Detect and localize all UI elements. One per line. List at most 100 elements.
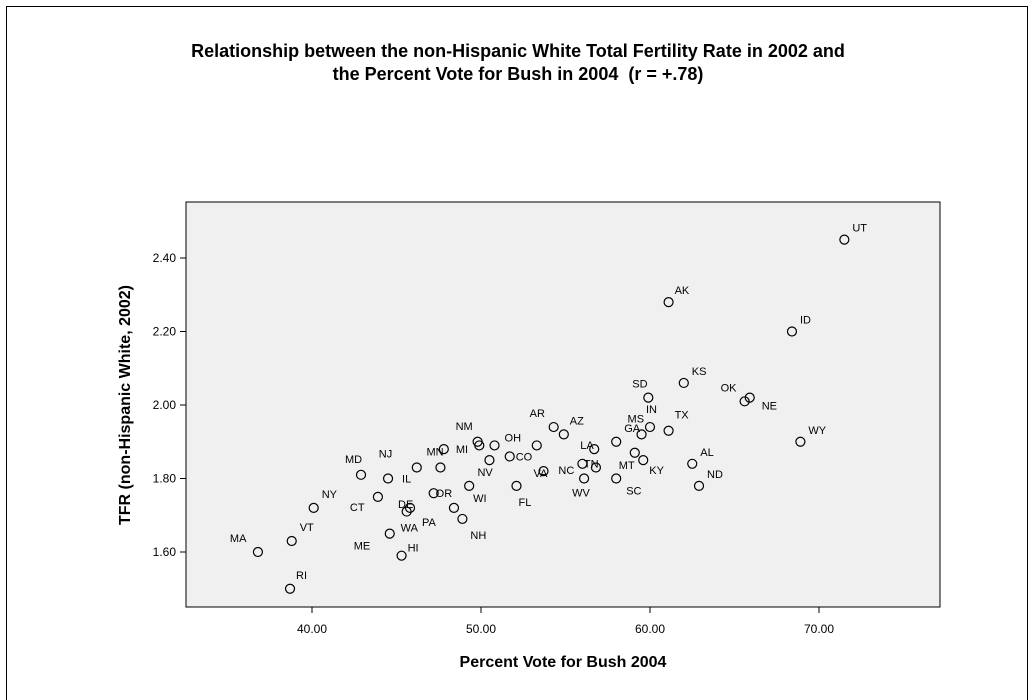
point-label: UT [852, 223, 867, 235]
point-label: TN [584, 458, 599, 470]
point-label: ID [800, 315, 811, 327]
data-point-co [504, 451, 515, 462]
data-point-ri [284, 583, 296, 594]
data-point-me [384, 528, 395, 539]
data-point-ar [548, 421, 559, 433]
plot-area [185, 201, 941, 608]
point-label: KS [692, 366, 707, 378]
point-label: VT [300, 522, 314, 534]
data-point-nd [693, 480, 705, 491]
point-label: CT [350, 502, 365, 514]
data-point-ms [636, 429, 647, 440]
data-point-il [382, 473, 394, 484]
data-point-ct [372, 491, 384, 502]
x-axis: 40.00 50.00 60.00 70.00 [297, 607, 834, 636]
point-label: AR [530, 408, 545, 420]
point-label: IN [646, 404, 657, 416]
data-point-hi [396, 550, 407, 561]
data-point-vt [286, 535, 297, 547]
data-point-pa [448, 502, 460, 513]
point-label: FL [518, 497, 531, 509]
point-label: PA [422, 517, 437, 529]
point-label: WI [473, 493, 486, 505]
point-label: IL [402, 474, 411, 486]
data-point-oh [489, 440, 500, 451]
point-label: GA [624, 423, 641, 435]
data-point-in [644, 421, 656, 433]
point-label: MD [345, 454, 362, 466]
data-point-ia [474, 440, 485, 451]
point-label: LA [580, 440, 594, 452]
point-label: NH [470, 530, 486, 542]
data-point-sd [643, 392, 654, 403]
data-point-al [687, 458, 698, 469]
point-label: MA [230, 533, 247, 545]
data-point-ga [611, 436, 622, 447]
data-point-ma [252, 546, 264, 558]
point-label: NV [477, 467, 493, 479]
data-point-mi [438, 444, 449, 455]
data-point-wy [795, 436, 806, 447]
point-label: HI [408, 543, 419, 555]
data-point-mo [531, 440, 542, 451]
point-label: NC [558, 465, 574, 477]
x-tick-label: 50.00 [466, 622, 496, 636]
data-point-ny [308, 502, 319, 513]
y-tick-label: 2.20 [153, 325, 177, 339]
point-label: ND [707, 469, 723, 481]
point-label: OH [505, 432, 522, 444]
data-point-wv [578, 473, 590, 484]
point-label: SD [632, 379, 647, 391]
data-point-ak [663, 297, 674, 308]
point-label: NY [322, 489, 338, 501]
point-label: NJ [379, 448, 392, 460]
data-point-md [355, 469, 367, 480]
point-label: CO [516, 451, 533, 463]
data-point-tx [663, 425, 674, 436]
data-point-ky [638, 455, 649, 466]
y-tick-label: 1.60 [153, 545, 177, 559]
point-label: AZ [570, 415, 584, 427]
data-point-wa [401, 506, 412, 517]
point-label: NM [456, 421, 473, 433]
y-tick-label: 2.40 [153, 251, 177, 265]
chart-title-line-1: Relationship between the non-Hispanic Wh… [191, 41, 845, 61]
data-point-nh [457, 513, 468, 525]
x-tick-label: 40.00 [297, 622, 327, 636]
point-label: AL [700, 447, 713, 459]
chart-title: Relationship between the non-Hispanic Wh… [0, 40, 1036, 86]
data-point-de [404, 502, 416, 513]
point-label: VA [534, 468, 549, 480]
point-label: KY [649, 465, 664, 477]
point-label: OK [721, 382, 738, 394]
y-axis: 1.60 1.80 2.00 2.20 2.40 [153, 251, 186, 559]
point-label: ME [354, 541, 371, 553]
figure-border [6, 6, 1028, 700]
x-axis-title: Percent Vote for Bush 2004 [460, 654, 667, 671]
data-point-ut [839, 234, 850, 245]
y-axis-title: TFR (non-Hispanic White, 2002) [117, 285, 134, 525]
point-label: MS [628, 413, 645, 425]
point-label: WA [401, 523, 419, 535]
chart-title-line-2: the Percent Vote for Bush in 2004 (r = +… [332, 64, 704, 84]
x-tick-label: 60.00 [635, 622, 665, 636]
point-label: MI [456, 444, 468, 456]
data-point-sc [611, 473, 622, 484]
data-point-ne [744, 392, 755, 403]
y-tick-label: 1.80 [153, 472, 177, 486]
data-point-fl [511, 480, 522, 491]
data-point-nj [411, 462, 422, 473]
point-label: SC [626, 486, 641, 498]
data-point-la [589, 444, 600, 455]
data-point-tn [590, 462, 602, 473]
data-point-nv [484, 455, 495, 466]
data-point-or [428, 488, 439, 499]
x-tick-label: 70.00 [804, 622, 834, 636]
data-point-mn [435, 462, 446, 473]
point-label: RI [296, 570, 307, 582]
point-label: OR [436, 488, 453, 500]
data-point-va [538, 466, 549, 477]
point-label: AK [675, 285, 690, 297]
